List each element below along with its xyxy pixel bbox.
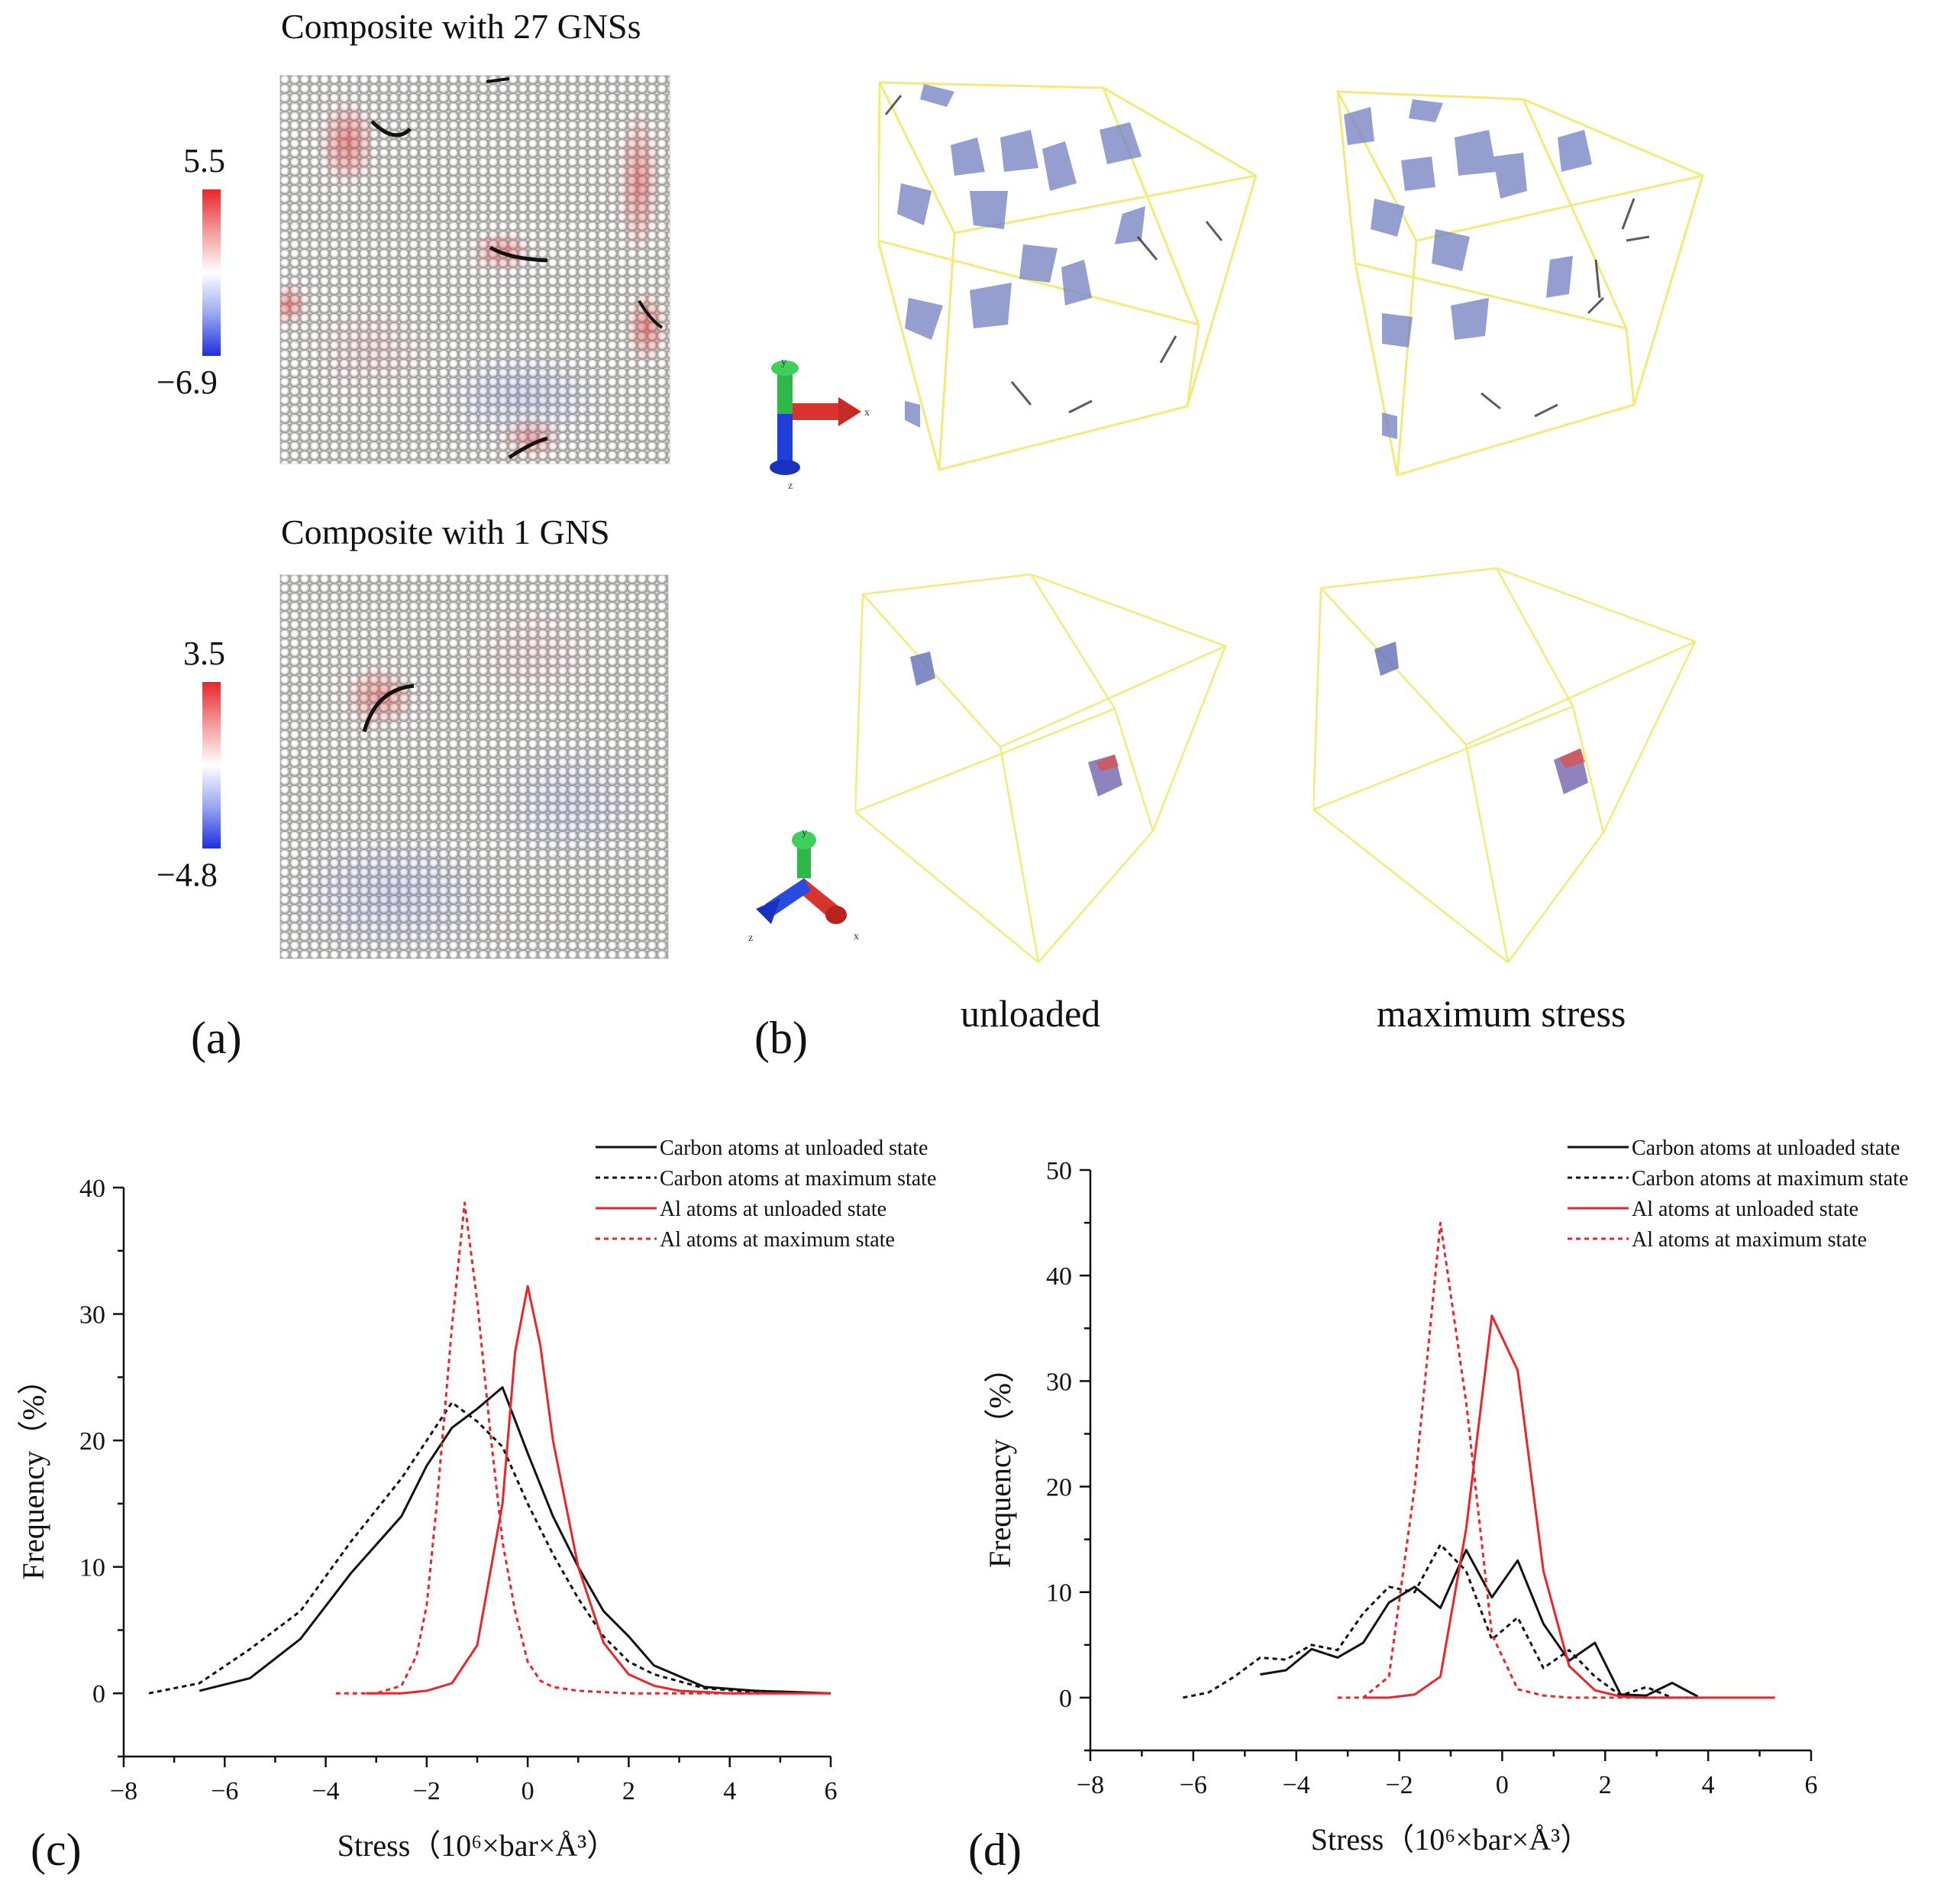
bottom-composite-title: Composite with 1 GNS [281,512,610,551]
top-composite-title: Composite with 27 GNSs [281,7,641,46]
gns-box-27-unloaded [878,81,1258,471]
graphene-edges-top [370,77,664,460]
chart-c-series-0-line [199,1386,831,1695]
chart-d: −8 −6 −4 −2 0 2 4 6 0 10 20 30 40 50 Stress（10⁶×bar×Å³… [983,1136,1908,1857]
chart-c-x-axis-label: Stress（10⁶×bar×Å³） [337,1828,618,1863]
chart-c-y-axis-label: Frequency（%） [16,1364,50,1579]
chart-c-y-tick-label: 0 [92,1680,105,1708]
axis-x-label-bottom: x [854,931,859,942]
chart-d-legend-label-2: Al atoms at unloaded state [1632,1197,1858,1221]
axis-z-label-bottom: z [748,932,753,944]
chart-d-x-tick-label: −2 [1385,1771,1413,1799]
gns-box-1-max-stress [1313,567,1697,964]
chart-d-y-axis-label: Frequency（%） [983,1353,1017,1568]
panel-b-label: (b) [754,1013,808,1063]
chart-c-x-tick-label: −4 [312,1777,339,1805]
panel-d-label: (d) [968,1825,1022,1875]
chart-c-x-tick-label: 0 [521,1777,534,1805]
chart-c-series-3-line [335,1201,780,1695]
chart-d-y-tick-label: 10 [1046,1579,1072,1608]
gns-box-27-max-stress [1336,90,1704,477]
chart-c-x-tick-label: −8 [110,1777,137,1805]
graphene-sheet [910,651,935,686]
chart-d-y-tick-label: 30 [1046,1368,1072,1396]
chart-c-x-tick-label: −2 [413,1777,441,1805]
chart-c-legend-label-0: Carbon atoms at unloaded state [660,1136,928,1160]
chart-c-x-tick-label: 2 [622,1777,635,1805]
top-scale-max: 5.5 [183,142,225,179]
chart-d-x-tick-label: 6 [1805,1771,1818,1799]
chart-c-y-tick-label: 20 [79,1427,105,1456]
chart-d-y-tick-label: 40 [1046,1262,1072,1291]
panel-a-label: (a) [191,1013,242,1063]
top-colorbar [202,189,221,356]
chart-d-x-tick-label: −4 [1283,1771,1310,1799]
chart-d-legend-label-1: Carbon atoms at maximum state [1632,1167,1908,1191]
axis-triad-top: y x z [770,357,870,492]
axis-y-label-top: y [781,357,786,368]
chart-c: −8 −6 −4 −2 0 2 4 6 0 10 20 30 40 Stress（10⁶×bar×Å³） F… [16,1136,936,1863]
bottom-scale-min: −4.8 [157,856,218,894]
chart-d-x-tick-label: −8 [1077,1771,1104,1799]
chart-d-legend-label-3: Al atoms at maximum state [1632,1228,1867,1252]
chart-c-x-tick-label: 4 [723,1777,736,1805]
chart-d-y-tick-label: 50 [1046,1157,1072,1185]
chart-c-x-tick-label: −6 [211,1777,238,1805]
chart-d-series-0-line [1260,1549,1699,1698]
chart-c-series-1-line [148,1401,831,1695]
chart-d-x-tick-label: 0 [1496,1771,1509,1799]
panel-c-label: (c) [31,1825,82,1875]
graphene-edge-bottom [362,684,415,732]
axis-x-label-top: x [864,407,870,419]
atom-snapshot-27-gns [279,75,670,464]
chart-d-y-tick-label: 0 [1059,1685,1072,1713]
chart-c-legend-label-1: Carbon atoms at maximum state [660,1167,936,1191]
axis-triad-bottom: y x z [748,827,859,944]
bottom-colorbar [202,682,221,848]
chart-d-x-tick-label: 2 [1599,1771,1612,1799]
chart-d-x-axis-label: Stress（10⁶×bar×Å³） [1311,1822,1591,1857]
chart-c-y-tick-label: 30 [79,1301,105,1330]
chart-d-y-tick-label: 20 [1046,1474,1072,1502]
axis-z-label-top: z [788,480,793,492]
bottom-scale-max: 3.5 [183,635,225,672]
caption-maximum-stress: maximum stress [1377,992,1626,1035]
chart-c-y-tick-label: 40 [79,1175,105,1203]
chart-d-legend-label-0: Carbon atoms at unloaded state [1632,1136,1900,1160]
chart-c-series-2-line [366,1285,831,1695]
chart-d-series-1-line [1183,1543,1673,1699]
chart-d-x-tick-label: −6 [1180,1771,1207,1799]
chart-d-series-3-line [1337,1221,1698,1699]
gns-box-1-unloaded [855,573,1227,964]
chart-c-y-tick-label: 10 [79,1554,105,1582]
chart-c-legend-label-2: Al atoms at unloaded state [660,1197,886,1221]
chart-d-x-tick-label: 4 [1702,1771,1715,1799]
caption-unloaded: unloaded [961,992,1101,1035]
top-scale-min: −6.9 [157,364,218,401]
axis-y-label-bottom: y [802,827,807,839]
chart-c-x-tick-label: 6 [825,1777,838,1805]
atom-snapshot-1-gns [279,574,669,959]
chart-c-legend-label-3: Al atoms at maximum state [660,1228,895,1252]
